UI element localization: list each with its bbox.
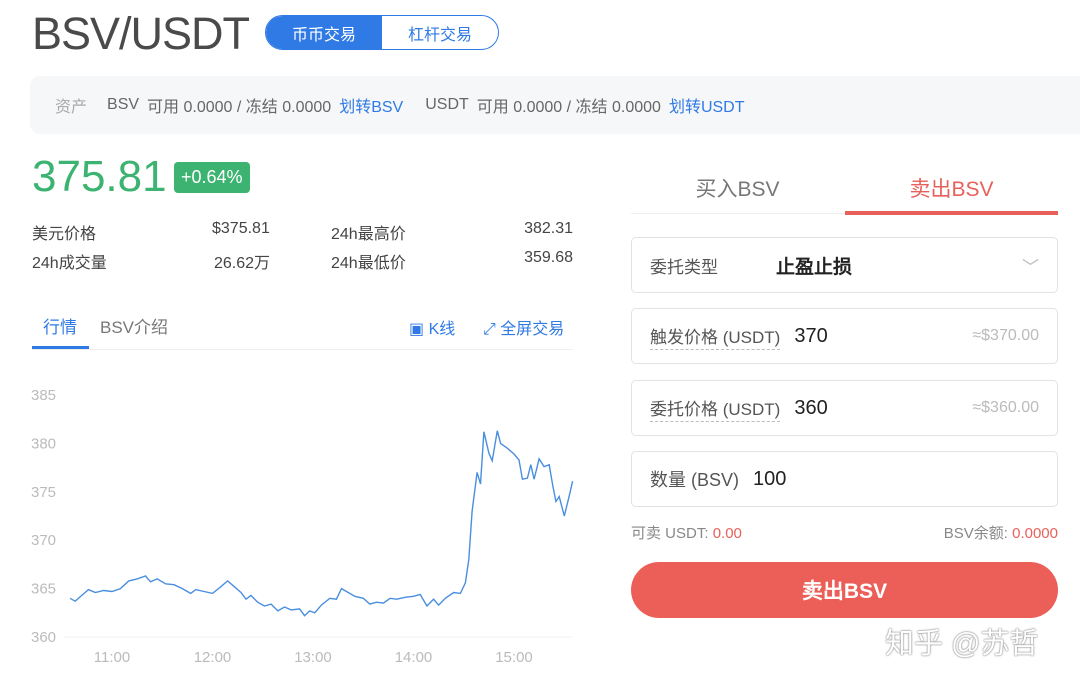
order-tabs: 买入BSV 卖出BSV [631,165,1058,215]
x-tick-label: 12:00 [194,649,232,666]
sellable-info: 可卖 USDT: 0.00 [631,525,742,542]
amount-field[interactable]: 数量 (BSV) 100 [631,451,1058,507]
order-type-select[interactable]: 委托类型 止盈止损 ﹀ [631,237,1058,293]
kline-button[interactable]: ▣ K线 [409,321,456,338]
trigger-price-input[interactable]: 370 [794,324,828,347]
order-type-value: 止盈止损 [776,256,853,278]
y-tick-label: 385 [31,387,56,404]
trigger-price-usd: ≈$370.00 [972,327,1039,344]
volume-value: 26.62万 [214,255,271,272]
limit-price-input[interactable]: 360 [794,396,828,419]
x-tick-label: 14:00 [395,649,433,666]
limit-price-label: 委托价格 (USDT) [650,395,781,422]
x-tick-label: 11:00 [94,649,130,666]
y-tick-label: 360 [31,629,56,646]
change-badge: +0.64% [174,162,250,193]
low-value: 359.68 [524,249,573,266]
assets-bar: 资产 BSV 可用 0.0000 / 冻结 0.0000 划转BSV USDT … [30,76,1080,134]
price-chart: 385 380 375 370 365 360 11:00 12:00 13:00 14:00 15… [31,387,574,666]
usd-price: $375.81 [212,220,270,237]
usd-price-label: 美元价格 [32,226,97,243]
fullscreen-button[interactable]: ⤢ 全屏交易 [483,321,565,338]
tab-market[interactable]: 行情 [43,318,77,337]
transfer-bsv-link[interactable]: 划转BSV [339,99,404,116]
last-price: 375.81 [32,152,167,201]
usdt-coin: USDT [425,96,469,113]
watermark: 知乎 @苏哲 [885,628,1039,660]
assets-label: 资产 [55,99,88,116]
tab-bsv-intro[interactable]: BSV介绍 [100,318,169,337]
trigger-price-field[interactable]: 触发价格 (USDT) 370 ≈$370.00 [631,308,1058,364]
sell-tab-underline [845,211,1058,215]
tab-underline [32,346,89,349]
limit-price-usd: ≈$360.00 [972,399,1039,416]
y-tick-label: 370 [31,532,56,549]
price-line [69,430,574,617]
balance-info: BSV余额: 0.0000 [943,525,1058,542]
x-tick-label: 13:00 [294,649,332,666]
x-tick-label: 15:00 [495,649,533,666]
chart-tabs: 行情 BSV介绍 ▣ K线 ⤢ 全屏交易 [32,310,573,350]
kline-icon: ▣ [409,321,425,338]
trigger-price-label: 触发价格 (USDT) [650,323,781,350]
amount-input[interactable]: 100 [753,467,787,490]
bsv-available: 可用 0.0000 / 冻结 0.0000 [147,99,332,116]
y-tick-label: 365 [31,581,56,598]
order-type-label: 委托类型 [650,257,718,277]
fullscreen-icon: ⤢ [483,321,496,338]
limit-price-field[interactable]: 委托价格 (USDT) 360 ≈$360.00 [631,380,1058,436]
trade-mode-switch: 币币交易 杠杆交易 [265,15,499,50]
low-label: 24h最低价 [331,255,406,272]
y-tick-label: 375 [31,484,56,501]
chevron-down-icon: ﹀ [1022,257,1039,277]
mode-spot[interactable]: 币币交易 [266,16,382,49]
high-value: 382.31 [524,220,573,237]
amount-label: 数量 (BSV) [650,470,740,490]
pair-title: BSV/USDT [32,8,250,59]
sell-button[interactable]: 卖出BSV [631,562,1058,618]
mode-margin[interactable]: 杠杆交易 [407,26,472,44]
volume-label: 24h成交量 [32,255,107,272]
transfer-usdt-link[interactable]: 划转USDT [668,99,745,116]
tab-sell[interactable]: 卖出BSV [909,178,994,201]
high-label: 24h最高价 [331,226,406,243]
usdt-available: 可用 0.0000 / 冻结 0.0000 [476,99,661,116]
bsv-coin: BSV [107,96,140,113]
tab-buy[interactable]: 买入BSV [695,178,780,201]
y-tick-label: 380 [31,435,56,452]
